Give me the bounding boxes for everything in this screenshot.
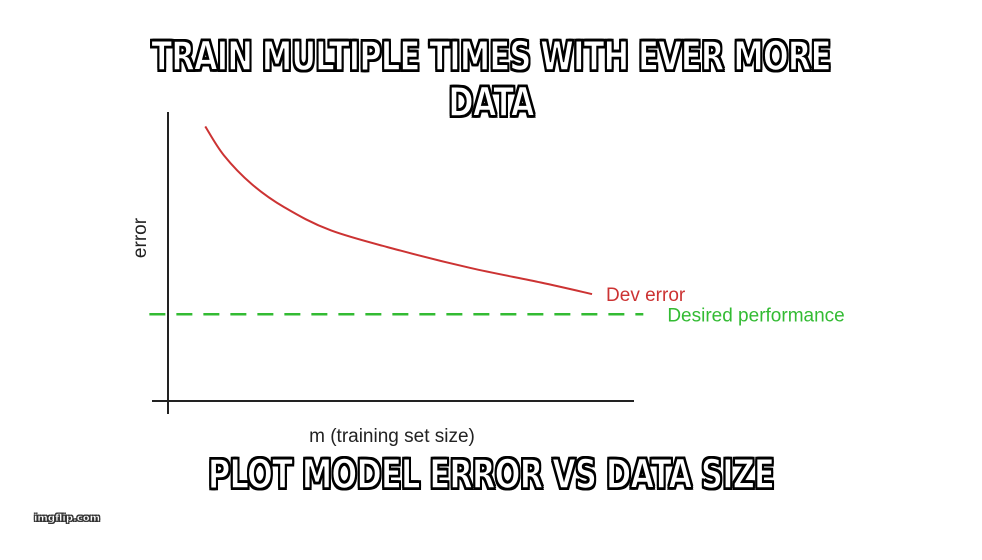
series-label-dev-error: Dev error: [606, 285, 686, 306]
series-line-dev-error: [204, 125, 593, 296]
imgflip-watermark: imgflip.com: [34, 513, 101, 524]
series-label-desired-performance: Desired performance: [667, 305, 844, 326]
top-caption: TRAIN MULTIPLE TIMES WITH EVER MORE DATA: [151, 33, 832, 127]
bottom-caption: PLOT MODEL ERROR VS DATA SIZE: [207, 451, 775, 499]
x-axis-label: m (training set size): [309, 426, 475, 447]
y-axis-label: error: [130, 217, 151, 258]
